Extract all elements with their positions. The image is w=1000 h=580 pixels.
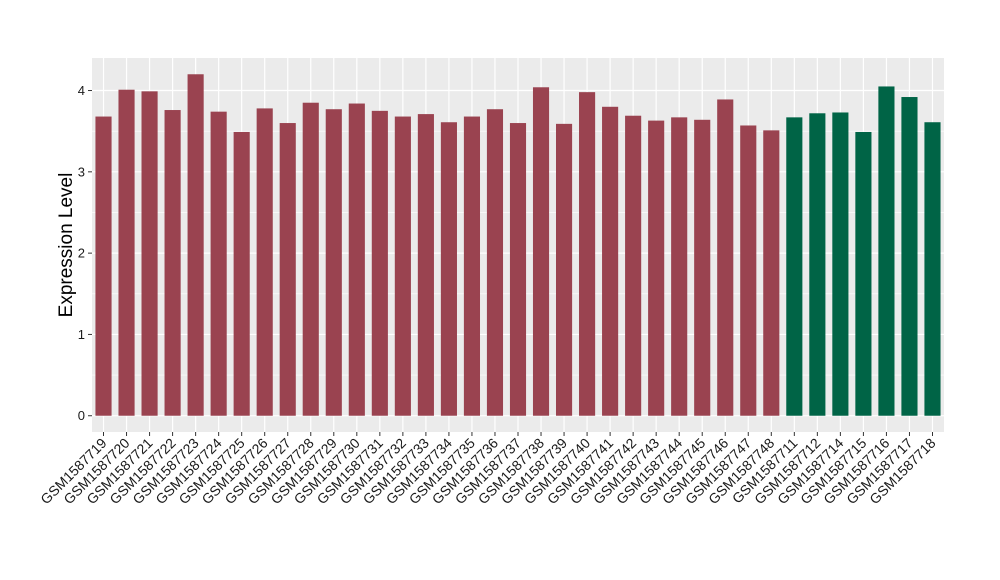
bar [118,89,135,416]
bar [809,113,826,416]
bar [832,112,849,416]
bar [509,123,527,416]
bar [164,110,181,416]
bar [717,99,734,416]
bar [486,109,504,416]
y-tick-label: 4 [78,83,85,98]
bars [95,74,941,416]
bar [371,110,388,416]
y-tick-label: 3 [78,164,85,179]
bar [233,131,250,416]
bar [602,106,619,416]
bar [924,122,941,416]
bar [187,74,204,416]
bar [694,119,711,416]
bar [256,108,273,416]
y-tick-label: 1 [78,327,85,342]
bar [325,109,342,416]
y-axis-title: Expression Level [56,173,77,318]
bar [648,120,665,416]
bar [901,97,918,416]
bar [532,87,550,416]
bar [555,123,573,416]
bar [394,116,411,416]
bar [763,130,780,416]
y-tick-label: 0 [78,408,85,423]
bar [878,86,895,416]
y-tick-label: 2 [78,246,85,261]
bar [579,92,596,416]
bar [348,103,365,416]
bar [855,131,872,416]
bar [740,125,757,416]
bar [440,122,457,416]
bar [417,114,434,416]
bar [463,116,481,416]
bar [210,111,227,416]
bar [671,117,688,416]
x-axis: GSM1587719GSM1587720GSM1587721GSM1587722… [37,432,939,507]
bar [95,116,112,416]
y-axis: 0 1 2 3 4 [78,83,92,423]
bar [302,102,319,416]
bar [141,91,158,416]
bar [786,117,803,416]
bar [279,123,296,416]
bar [625,115,642,416]
